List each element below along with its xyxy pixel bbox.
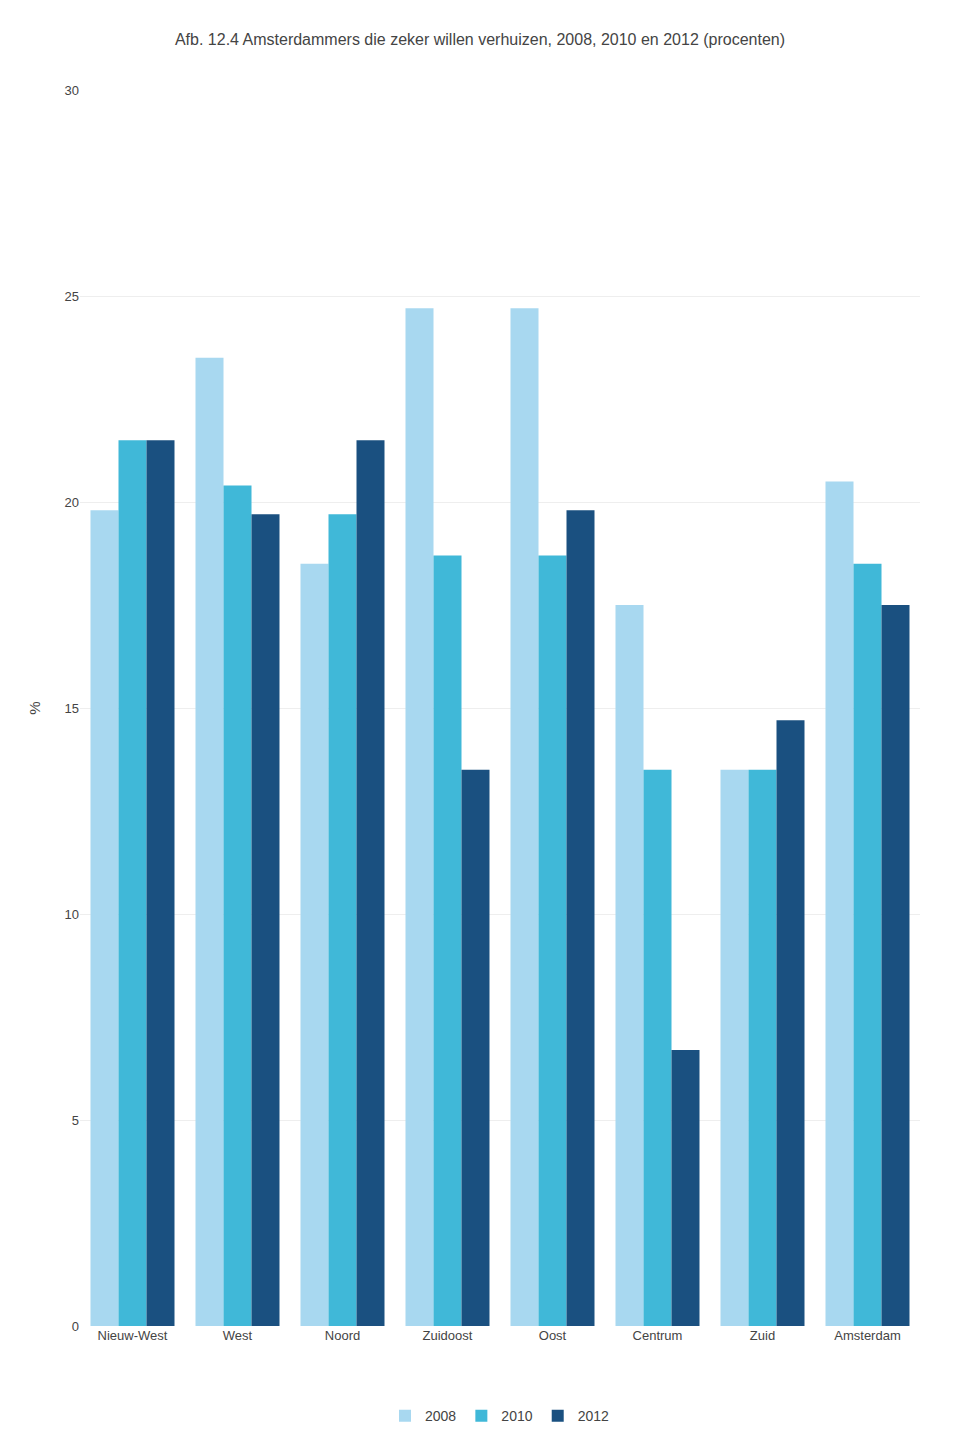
svg-text:2012: 2012 bbox=[578, 1408, 609, 1424]
svg-text:30: 30 bbox=[65, 83, 79, 98]
svg-text:5: 5 bbox=[72, 1113, 79, 1128]
svg-text:Noord: Noord bbox=[325, 1328, 360, 1343]
svg-text:Nieuw-West: Nieuw-West bbox=[98, 1328, 168, 1343]
svg-text:25: 25 bbox=[65, 289, 79, 304]
svg-text:2010: 2010 bbox=[501, 1408, 532, 1424]
svg-text:20: 20 bbox=[65, 495, 79, 510]
svg-text:2008: 2008 bbox=[425, 1408, 456, 1424]
svg-text:Oost: Oost bbox=[539, 1328, 567, 1343]
svg-text:Amsterdam: Amsterdam bbox=[834, 1328, 900, 1343]
svg-text:10: 10 bbox=[65, 907, 79, 922]
svg-text:0: 0 bbox=[72, 1319, 79, 1334]
svg-text:Centrum: Centrum bbox=[633, 1328, 683, 1343]
svg-text:15: 15 bbox=[65, 701, 79, 716]
svg-text:Afb. 12.4 Amsterdammers die ze: Afb. 12.4 Amsterdammers die zeker willen… bbox=[175, 31, 785, 48]
svg-text:Zuidoost: Zuidoost bbox=[423, 1328, 473, 1343]
svg-text:Zuid: Zuid bbox=[750, 1328, 775, 1343]
svg-text:%: % bbox=[26, 701, 43, 714]
svg-text:West: West bbox=[223, 1328, 253, 1343]
